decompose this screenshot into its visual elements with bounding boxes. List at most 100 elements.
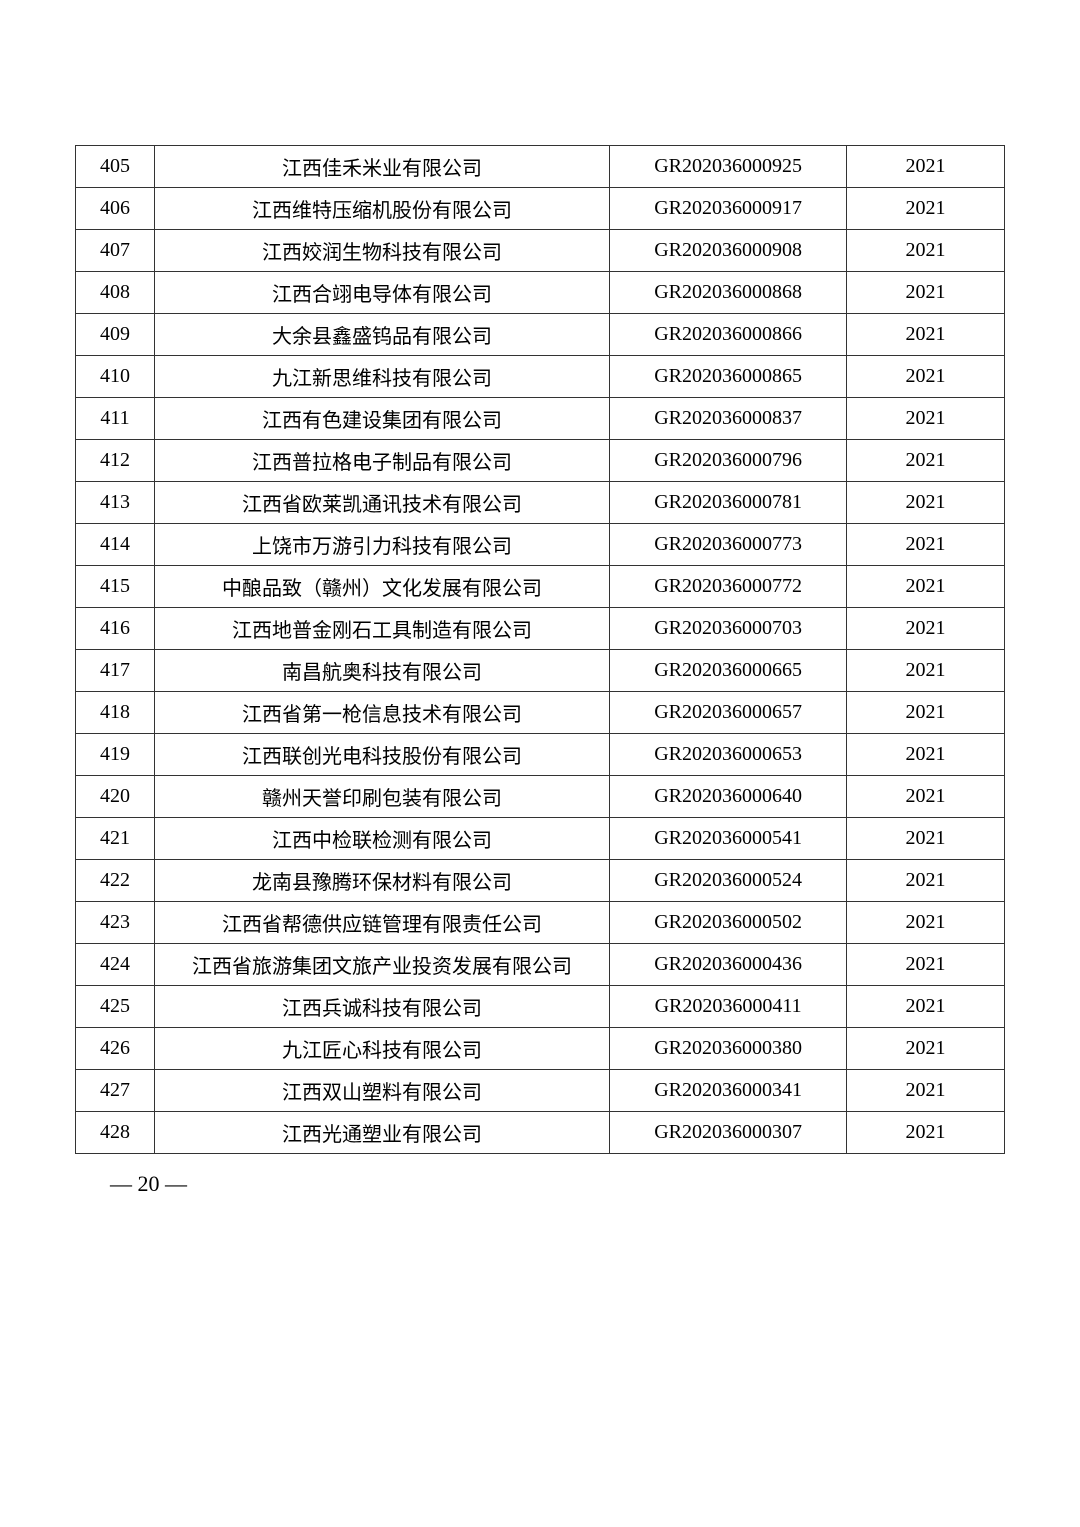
cell-year: 2021 bbox=[847, 566, 1005, 608]
cell-seq: 427 bbox=[76, 1070, 155, 1112]
cell-seq: 420 bbox=[76, 776, 155, 818]
cell-year: 2021 bbox=[847, 524, 1005, 566]
cell-code: GR202036000653 bbox=[610, 734, 847, 776]
cell-code: GR202036000436 bbox=[610, 944, 847, 986]
cell-company-name: 江西省第一枪信息技术有限公司 bbox=[154, 692, 609, 734]
cell-company-name: 江西佳禾米业有限公司 bbox=[154, 146, 609, 188]
cell-year: 2021 bbox=[847, 146, 1005, 188]
cell-seq: 407 bbox=[76, 230, 155, 272]
cell-company-name: 中酿品致（赣州）文化发展有限公司 bbox=[154, 566, 609, 608]
cell-code: GR202036000665 bbox=[610, 650, 847, 692]
table-row: 425江西兵诚科技有限公司GR2020360004112021 bbox=[76, 986, 1005, 1028]
cell-company-name: 龙南县豫腾环保材料有限公司 bbox=[154, 860, 609, 902]
cell-code: GR202036000380 bbox=[610, 1028, 847, 1070]
cell-year: 2021 bbox=[847, 734, 1005, 776]
cell-company-name: 江西省欧莱凯通讯技术有限公司 bbox=[154, 482, 609, 524]
cell-year: 2021 bbox=[847, 860, 1005, 902]
cell-seq: 417 bbox=[76, 650, 155, 692]
cell-year: 2021 bbox=[847, 230, 1005, 272]
table-row: 406江西维特压缩机股份有限公司GR2020360009172021 bbox=[76, 188, 1005, 230]
cell-code: GR202036000868 bbox=[610, 272, 847, 314]
company-table: 405江西佳禾米业有限公司GR2020360009252021406江西维特压缩… bbox=[75, 145, 1005, 1154]
cell-code: GR202036000772 bbox=[610, 566, 847, 608]
table-row: 413江西省欧莱凯通讯技术有限公司GR2020360007812021 bbox=[76, 482, 1005, 524]
cell-year: 2021 bbox=[847, 440, 1005, 482]
cell-company-name: 江西地普金刚石工具制造有限公司 bbox=[154, 608, 609, 650]
cell-seq: 418 bbox=[76, 692, 155, 734]
cell-seq: 414 bbox=[76, 524, 155, 566]
cell-seq: 410 bbox=[76, 356, 155, 398]
table-row: 407江西姣润生物科技有限公司GR2020360009082021 bbox=[76, 230, 1005, 272]
cell-code: GR202036000796 bbox=[610, 440, 847, 482]
cell-company-name: 赣州天誉印刷包装有限公司 bbox=[154, 776, 609, 818]
cell-company-name: 江西光通塑业有限公司 bbox=[154, 1112, 609, 1154]
cell-year: 2021 bbox=[847, 692, 1005, 734]
table-row: 415中酿品致（赣州）文化发展有限公司GR2020360007722021 bbox=[76, 566, 1005, 608]
table-row: 421江西中检联检测有限公司GR2020360005412021 bbox=[76, 818, 1005, 860]
cell-year: 2021 bbox=[847, 356, 1005, 398]
table-row: 408江西合翊电导体有限公司GR2020360008682021 bbox=[76, 272, 1005, 314]
cell-seq: 413 bbox=[76, 482, 155, 524]
table-row: 414上饶市万游引力科技有限公司GR2020360007732021 bbox=[76, 524, 1005, 566]
cell-seq: 411 bbox=[76, 398, 155, 440]
cell-code: GR202036000703 bbox=[610, 608, 847, 650]
cell-seq: 408 bbox=[76, 272, 155, 314]
cell-seq: 426 bbox=[76, 1028, 155, 1070]
cell-code: GR202036000908 bbox=[610, 230, 847, 272]
cell-year: 2021 bbox=[847, 398, 1005, 440]
cell-company-name: 上饶市万游引力科技有限公司 bbox=[154, 524, 609, 566]
table-row: 424江西省旅游集团文旅产业投资发展有限公司GR2020360004362021 bbox=[76, 944, 1005, 986]
table-row: 416江西地普金刚石工具制造有限公司GR2020360007032021 bbox=[76, 608, 1005, 650]
cell-company-name: 江西姣润生物科技有限公司 bbox=[154, 230, 609, 272]
table-row: 420赣州天誉印刷包装有限公司GR2020360006402021 bbox=[76, 776, 1005, 818]
cell-company-name: 南昌航奥科技有限公司 bbox=[154, 650, 609, 692]
cell-year: 2021 bbox=[847, 818, 1005, 860]
page-container: 405江西佳禾米业有限公司GR2020360009252021406江西维特压缩… bbox=[0, 0, 1080, 1154]
cell-seq: 405 bbox=[76, 146, 155, 188]
cell-seq: 424 bbox=[76, 944, 155, 986]
cell-year: 2021 bbox=[847, 1070, 1005, 1112]
cell-seq: 428 bbox=[76, 1112, 155, 1154]
cell-code: GR202036000866 bbox=[610, 314, 847, 356]
cell-seq: 423 bbox=[76, 902, 155, 944]
cell-year: 2021 bbox=[847, 1112, 1005, 1154]
cell-code: GR202036000917 bbox=[610, 188, 847, 230]
cell-company-name: 江西有色建设集团有限公司 bbox=[154, 398, 609, 440]
cell-company-name: 江西省旅游集团文旅产业投资发展有限公司 bbox=[154, 944, 609, 986]
table-row: 411江西有色建设集团有限公司GR2020360008372021 bbox=[76, 398, 1005, 440]
cell-company-name: 江西兵诚科技有限公司 bbox=[154, 986, 609, 1028]
cell-seq: 422 bbox=[76, 860, 155, 902]
cell-company-name: 江西双山塑料有限公司 bbox=[154, 1070, 609, 1112]
cell-code: GR202036000524 bbox=[610, 860, 847, 902]
table-row: 405江西佳禾米业有限公司GR2020360009252021 bbox=[76, 146, 1005, 188]
cell-seq: 412 bbox=[76, 440, 155, 482]
table-row: 409大余县鑫盛钨品有限公司GR2020360008662021 bbox=[76, 314, 1005, 356]
cell-year: 2021 bbox=[847, 314, 1005, 356]
cell-code: GR202036000865 bbox=[610, 356, 847, 398]
table-row: 419江西联创光电科技股份有限公司GR2020360006532021 bbox=[76, 734, 1005, 776]
cell-code: GR202036000781 bbox=[610, 482, 847, 524]
cell-company-name: 江西普拉格电子制品有限公司 bbox=[154, 440, 609, 482]
cell-year: 2021 bbox=[847, 482, 1005, 524]
cell-company-name: 江西维特压缩机股份有限公司 bbox=[154, 188, 609, 230]
cell-seq: 425 bbox=[76, 986, 155, 1028]
cell-year: 2021 bbox=[847, 902, 1005, 944]
cell-company-name: 江西中检联检测有限公司 bbox=[154, 818, 609, 860]
cell-company-name: 江西联创光电科技股份有限公司 bbox=[154, 734, 609, 776]
table-row: 427江西双山塑料有限公司GR2020360003412021 bbox=[76, 1070, 1005, 1112]
cell-seq: 406 bbox=[76, 188, 155, 230]
cell-year: 2021 bbox=[847, 650, 1005, 692]
cell-code: GR202036000837 bbox=[610, 398, 847, 440]
cell-code: GR202036000307 bbox=[610, 1112, 847, 1154]
table-row: 428江西光通塑业有限公司GR2020360003072021 bbox=[76, 1112, 1005, 1154]
cell-code: GR202036000925 bbox=[610, 146, 847, 188]
cell-code: GR202036000773 bbox=[610, 524, 847, 566]
cell-company-name: 大余县鑫盛钨品有限公司 bbox=[154, 314, 609, 356]
cell-year: 2021 bbox=[847, 188, 1005, 230]
cell-company-name: 九江新思维科技有限公司 bbox=[154, 356, 609, 398]
cell-code: GR202036000541 bbox=[610, 818, 847, 860]
table-row: 426九江匠心科技有限公司GR2020360003802021 bbox=[76, 1028, 1005, 1070]
cell-code: GR202036000657 bbox=[610, 692, 847, 734]
cell-company-name: 江西省帮德供应链管理有限责任公司 bbox=[154, 902, 609, 944]
table-row: 423江西省帮德供应链管理有限责任公司GR2020360005022021 bbox=[76, 902, 1005, 944]
